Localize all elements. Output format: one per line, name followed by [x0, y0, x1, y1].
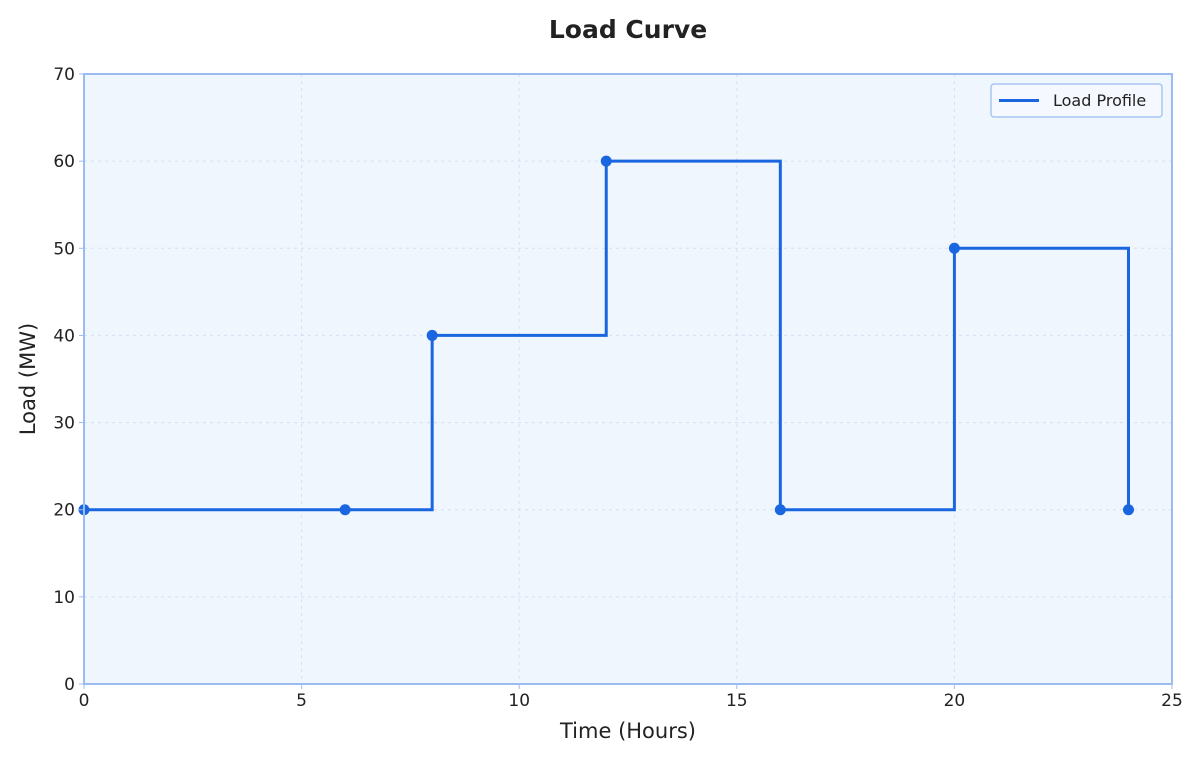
- data-point: [339, 504, 351, 516]
- x-axis-label: Time (Hours): [559, 719, 696, 743]
- y-tick-label: 20: [53, 501, 75, 521]
- plot-frame: [83, 73, 1173, 685]
- legend: Load Profile: [990, 83, 1163, 118]
- y-tick-label: 30: [53, 414, 75, 434]
- data-point: [426, 329, 438, 341]
- y-tick-label: 60: [53, 152, 75, 172]
- legend-entry-load-profile: Load Profile: [1053, 91, 1146, 110]
- chart-title: Load Curve: [549, 15, 707, 44]
- x-tick-label: 15: [726, 691, 748, 711]
- data-point: [1122, 504, 1134, 516]
- series-layer: [78, 155, 1134, 516]
- x-tick-label: 0: [79, 691, 90, 711]
- y-tick-label: 10: [53, 588, 75, 608]
- plot-background: [84, 74, 1172, 684]
- y-tick-label: 50: [53, 239, 75, 259]
- legend-box: [990, 83, 1163, 118]
- y-tick-label: 40: [53, 326, 75, 346]
- y-axis-label: Load (MW): [16, 323, 40, 435]
- data-point: [600, 155, 612, 167]
- y-tick-label: 0: [64, 675, 75, 695]
- x-tick-label: 10: [508, 691, 530, 711]
- x-tick-label: 20: [944, 691, 966, 711]
- data-point: [774, 504, 786, 516]
- data-point: [948, 242, 960, 254]
- tick-layer: 0 5 10 15 20 25 0 10 20 30 40 50 60 70: [53, 65, 1182, 711]
- x-tick-label: 5: [296, 691, 307, 711]
- x-tick-label: 25: [1161, 691, 1183, 711]
- y-tick-label: 70: [53, 65, 75, 85]
- series-line-load-profile: [84, 159, 1130, 512]
